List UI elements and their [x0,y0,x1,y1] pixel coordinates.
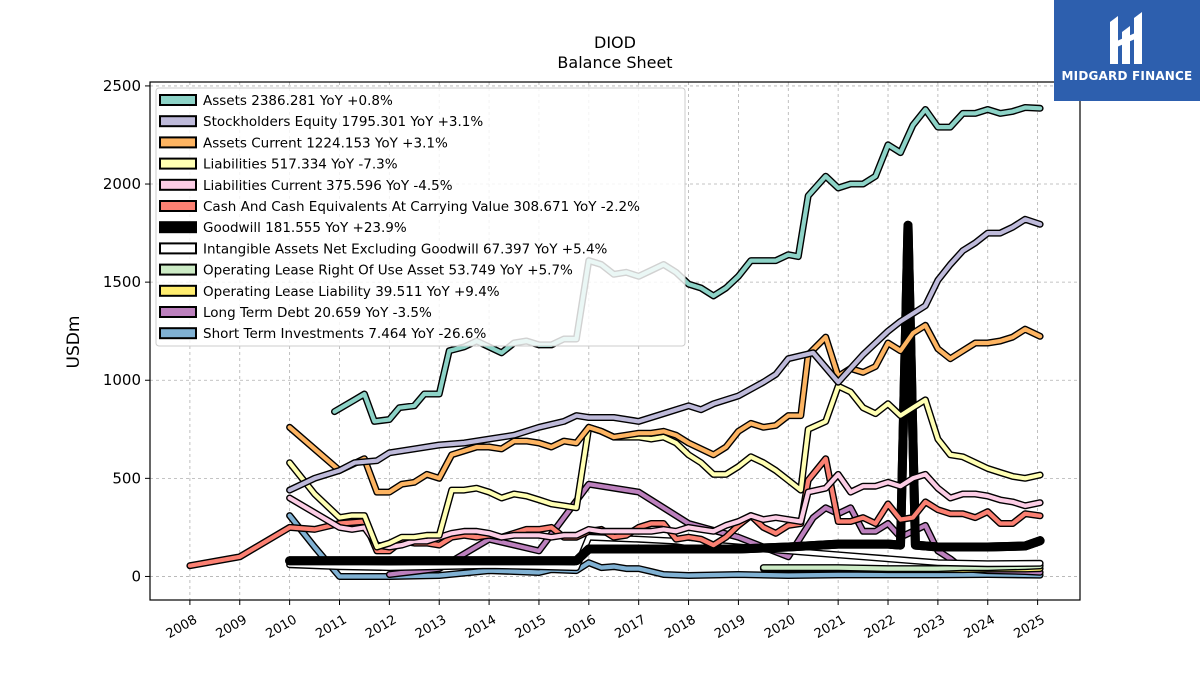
legend-entry: Cash And Cash Equivalents At Carrying Va… [203,199,640,215]
legend-swatch [159,115,197,128]
y-tick-label: 1500 [103,273,141,291]
legend-swatch [159,327,197,340]
series-line [332,105,1043,424]
y-tick-label: 2500 [103,77,141,95]
x-tick-label: 2011 [313,612,349,642]
y-tick-label: 2000 [103,175,141,193]
x-tick-label: 2025 [1011,612,1047,642]
x-tick-label: 2014 [463,612,499,642]
legend-entry: Liabilities 517.334 YoY -7.3% [203,157,398,173]
y-tick-label: 0 [131,567,141,585]
legend-swatch [159,306,197,318]
x-tick-label: 2018 [662,612,698,642]
legend-swatch [159,94,197,106]
legend-swatch [159,242,197,255]
x-tick-label: 2013 [413,612,449,642]
x-tick-label: 2022 [862,612,898,642]
legend-box [155,87,686,347]
legend-entry: Stockholders Equity 1795.301 YoY +3.1% [203,114,483,130]
chart-subtitle: Balance Sheet [557,53,672,72]
x-tick-label: 2017 [613,612,649,642]
series-lines [186,104,1045,580]
x-tick-label: 2009 [214,612,250,642]
legend-entry: Intangible Assets Net Excluding Goodwill… [203,241,608,257]
y-axis-label: USDm [64,316,84,369]
legend: Assets 2386.281 YoY +0.8% Stockholders Eq… [155,87,686,347]
legend-swatch [159,221,197,234]
logo-text: MIDGARD FINANCE [1061,69,1193,83]
x-tick-label: 2020 [762,612,798,642]
legend-swatch [159,263,197,276]
legend-entry: Liabilities Current 375.596 YoY -4.5% [203,178,453,194]
legend-swatch [159,200,197,212]
legend-swatch [159,136,197,149]
x-tick-label: 2024 [962,612,998,642]
legend-entry: Assets 2386.281 YoY +0.8% [203,93,393,109]
x-tick-label: 2008 [164,612,200,642]
y-axis: 0 500 1000 1500 2000 2500 [103,77,150,585]
legend-entry: Assets Current 1224.153 YoY +3.1% [203,135,448,151]
series-line [287,384,1043,550]
legend-swatch [159,284,197,297]
x-tick-label: 2010 [263,612,299,642]
legend-swatch [159,157,197,170]
legend-entry: Operating Lease Liability 39.511 YoY +9.… [203,284,500,300]
x-tick-label: 2012 [363,612,399,642]
legend-entry: Goodwill 181.555 YoY +23.9% [203,220,407,236]
series-line [287,217,1043,493]
x-axis: 2008 2009 2010 2011 2012 2013 2014 2015 2016 2017… [164,600,1048,642]
x-tick-label: 2019 [712,612,748,642]
series-line [287,323,1043,495]
chart-title: DIOD [594,33,636,52]
logo-mark-icon [1110,12,1142,64]
legend-entry: Operating Lease Right Of Use Asset 53.74… [203,263,573,279]
x-tick-label: 2023 [912,612,948,642]
legend-entry: Short Term Investments 7.464 YoY -26.6% [203,326,486,342]
series-line [287,472,1043,550]
midgard-finance-logo: MIDGARD FINANCE [1054,0,1200,101]
x-tick-label: 2015 [513,612,549,642]
legend-entry: Long Term Debt 20.659 YoY -3.5% [203,305,432,321]
legend-swatch [159,178,197,191]
x-tick-label: 2021 [812,612,848,642]
x-tick-label: 2016 [563,612,599,642]
series-line [387,482,1043,577]
plot-frame [149,81,1081,601]
y-tick-label: 500 [112,469,141,487]
y-tick-label: 1000 [103,371,141,389]
series-line [285,220,1045,566]
